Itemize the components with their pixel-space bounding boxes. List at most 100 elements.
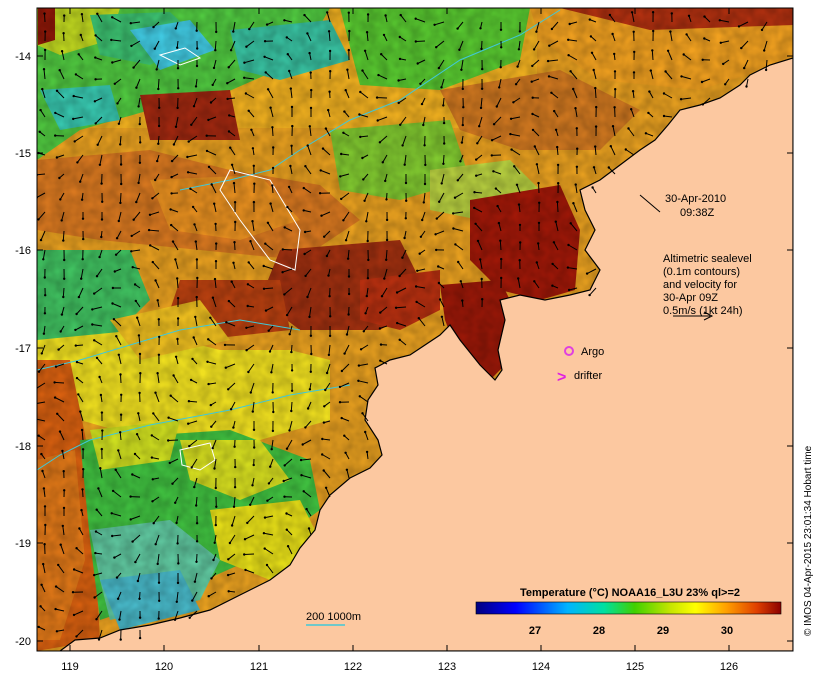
velocity-arrow bbox=[326, 363, 331, 374]
velocity-arrow bbox=[552, 263, 559, 270]
velocity-arrow-head bbox=[531, 112, 534, 116]
velocity-arrow-head bbox=[363, 199, 366, 202]
velocity-arrow bbox=[301, 458, 312, 461]
velocity-arrow bbox=[59, 192, 65, 200]
velocity-arrow-head bbox=[718, 19, 721, 22]
velocity-arrow-head bbox=[285, 528, 288, 531]
velocity-arrow bbox=[137, 572, 141, 582]
velocity-arrow bbox=[665, 71, 673, 80]
velocity-arrow-head bbox=[552, 241, 556, 244]
velocity-arrow bbox=[155, 534, 160, 545]
velocity-arrow bbox=[151, 434, 160, 441]
velocity-arrow bbox=[169, 458, 179, 464]
velocity-arrow-head bbox=[682, 53, 685, 56]
velocity-arrow bbox=[249, 496, 255, 506]
velocity-arrow bbox=[193, 477, 198, 488]
velocity-arrow bbox=[153, 21, 160, 28]
velocity-arrow-head bbox=[119, 413, 123, 416]
velocity-arrow bbox=[82, 489, 84, 498]
velocity-arrow bbox=[289, 325, 293, 335]
velocity-arrow bbox=[207, 338, 217, 346]
velocity-arrow bbox=[740, 40, 749, 49]
velocity-arrow bbox=[265, 72, 274, 80]
velocity-arrow-head bbox=[116, 102, 119, 105]
velocity-arrow-head bbox=[151, 478, 154, 481]
velocity-arrow-head bbox=[110, 512, 113, 515]
velocity-arrow-head bbox=[207, 382, 210, 386]
velocity-arrow bbox=[415, 40, 426, 42]
velocity-arrow-head bbox=[95, 508, 98, 511]
velocity-arrow bbox=[174, 610, 179, 620]
velocity-arrow bbox=[79, 411, 84, 422]
velocity-arrow-head bbox=[215, 505, 218, 508]
velocity-arrow bbox=[517, 278, 521, 289]
velocity-arrow-head bbox=[568, 22, 571, 26]
velocity-arrow bbox=[534, 146, 540, 156]
velocity-arrow-head bbox=[433, 23, 436, 26]
velocity-arrow bbox=[77, 394, 84, 403]
velocity-arrow-head bbox=[233, 201, 237, 204]
velocity-arrow-head bbox=[283, 19, 286, 22]
velocity-arrow-head bbox=[262, 287, 266, 290]
velocity-arrow-head bbox=[323, 405, 326, 408]
velocity-arrow-head bbox=[43, 312, 47, 315]
velocity-arrow-head bbox=[170, 159, 174, 163]
velocity-arrow-head bbox=[94, 56, 97, 59]
velocity-arrow bbox=[325, 487, 331, 498]
velocity-arrow bbox=[227, 97, 236, 100]
lon-tick-label: 124 bbox=[532, 661, 550, 673]
velocity-arrow bbox=[94, 591, 103, 598]
velocity-arrow bbox=[152, 496, 160, 502]
velocity-arrow-head bbox=[342, 219, 345, 222]
velocity-arrow bbox=[207, 361, 217, 365]
velocity-arrow-head bbox=[415, 300, 418, 304]
velocity-arrow bbox=[399, 36, 407, 42]
velocity-arrow bbox=[586, 268, 597, 275]
lat-tick-label: -17 bbox=[15, 343, 31, 355]
velocity-arrow-head bbox=[245, 326, 248, 329]
velocity-arrow-head bbox=[269, 465, 272, 468]
velocity-arrow-head bbox=[130, 234, 133, 238]
velocity-arrow-head bbox=[230, 280, 233, 283]
velocity-arrow-head bbox=[75, 312, 78, 316]
velocity-arrow-head bbox=[380, 295, 384, 298]
velocity-arrow-head bbox=[548, 44, 551, 47]
velocity-arrow bbox=[79, 173, 84, 182]
velocity-arrow-head bbox=[459, 160, 462, 163]
velocity-arrow bbox=[44, 13, 46, 23]
velocity-arrow-head bbox=[285, 313, 289, 317]
velocity-arrow bbox=[286, 439, 293, 449]
velocity-arrow bbox=[60, 544, 65, 555]
velocity-arrow-head bbox=[500, 257, 503, 261]
velocity-arrow bbox=[683, 54, 692, 61]
velocity-arrow-head bbox=[633, 50, 636, 54]
velocity-arrow-head bbox=[434, 233, 437, 236]
velocity-arrow-head bbox=[175, 521, 178, 525]
velocity-arrow-head bbox=[556, 163, 560, 167]
velocity-arrow-head bbox=[530, 80, 533, 83]
velocity-arrow-head bbox=[211, 296, 215, 299]
velocity-arrow-head bbox=[54, 111, 57, 115]
velocity-arrow-head bbox=[227, 388, 230, 391]
velocity-arrow-head bbox=[100, 235, 103, 239]
velocity-arrow-head bbox=[303, 13, 306, 17]
velocity-arrow-head bbox=[57, 348, 60, 351]
velocity-arrow bbox=[62, 230, 65, 241]
velocity-arrow-head bbox=[170, 223, 173, 227]
velocity-arrow bbox=[396, 306, 407, 309]
velocity-arrow-head bbox=[479, 106, 483, 110]
velocity-arrow bbox=[324, 382, 331, 391]
velocity-arrow-head bbox=[80, 198, 84, 201]
velocity-arrow-head bbox=[43, 48, 47, 52]
velocity-arrow bbox=[570, 70, 578, 80]
velocity-arrow-head bbox=[419, 82, 422, 86]
velocity-arrow-head bbox=[589, 35, 593, 38]
velocity-arrow-head bbox=[186, 171, 190, 174]
velocity-arrow bbox=[364, 431, 369, 441]
velocity-arrow-head bbox=[157, 87, 160, 91]
velocity-arrow bbox=[359, 91, 369, 99]
velocity-arrow-head bbox=[518, 30, 522, 33]
velocity-arrow-head bbox=[54, 365, 58, 368]
velocity-arrow-head bbox=[329, 70, 332, 73]
velocity-arrow-head bbox=[139, 141, 142, 144]
